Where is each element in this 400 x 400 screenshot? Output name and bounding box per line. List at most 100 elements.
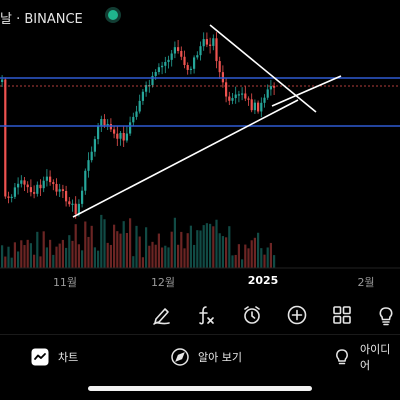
volume-bar [90, 225, 93, 268]
volume-bar [20, 240, 23, 268]
grid-icon[interactable] [329, 302, 355, 328]
volume-bar [215, 219, 218, 268]
volume-bar [186, 233, 189, 268]
nav-explore-tab[interactable]: 알아 보기 [170, 342, 242, 372]
candle-body [39, 184, 42, 189]
candle-body [263, 97, 266, 103]
volume-bar [116, 231, 119, 268]
volume-bar [84, 221, 87, 268]
candle-body [269, 86, 272, 90]
nav-ideas-tab[interactable]: 아이디어 [332, 342, 400, 372]
candle-body [29, 187, 32, 193]
compass-icon [170, 347, 190, 367]
fx-indicator-icon[interactable] [193, 302, 219, 328]
volume-bar [212, 226, 215, 268]
volume-bar [97, 250, 100, 268]
candle-body [4, 79, 7, 197]
lightbulb-icon [332, 347, 352, 367]
candle-body [23, 180, 26, 185]
candle-body [20, 180, 23, 184]
candle-body [157, 67, 160, 72]
candle-body [87, 160, 90, 171]
candle-body [106, 124, 109, 126]
volume-bar [68, 235, 71, 268]
candle-body [177, 47, 180, 51]
candle-body [273, 86, 276, 88]
idea-bulb-icon[interactable] [373, 302, 399, 328]
volume-bar [202, 225, 205, 268]
candle-body [250, 99, 253, 111]
volume-bar [189, 225, 192, 268]
candle-body [202, 39, 205, 47]
trendline-extension [271, 75, 342, 107]
candle-body [183, 56, 186, 66]
chart-tab-icon [30, 347, 50, 367]
volume-bar [177, 244, 180, 268]
volume-bar [161, 247, 164, 268]
volume-bar [45, 247, 48, 268]
volume-bar [26, 239, 29, 268]
volume-bar [135, 225, 138, 268]
candle-body [132, 116, 135, 123]
volume-bar [7, 246, 10, 268]
volume-bar [103, 219, 106, 268]
volume-bar [58, 243, 61, 268]
candle-body [52, 182, 55, 184]
candle-body [228, 96, 231, 101]
xaxis-label-2025: 2025 [247, 274, 279, 287]
alarm-icon[interactable] [239, 302, 265, 328]
xaxis-label-nov: 11월 [52, 276, 78, 289]
volume-bar [93, 247, 96, 268]
candle-body [189, 68, 192, 71]
volume-bar [247, 248, 250, 268]
price-chart[interactable] [0, 0, 400, 290]
candle-body [193, 57, 196, 69]
volume-bar [87, 236, 90, 268]
volume-bar [122, 221, 125, 268]
candle-body [196, 55, 199, 58]
volume-bar [260, 248, 263, 268]
candle-body [231, 98, 234, 101]
volume-bar [119, 233, 122, 268]
candle-body [71, 203, 74, 205]
candle-body [205, 39, 208, 45]
candle-body [65, 190, 68, 202]
volume-bar [218, 233, 221, 268]
volume-bar [167, 247, 170, 268]
candle-body [218, 61, 221, 73]
nav-chart-tab[interactable]: 차트 [30, 342, 78, 372]
candle-body [7, 196, 10, 198]
candle-body [33, 192, 36, 194]
nav-chart-label: 차트 [58, 351, 79, 364]
volume-bar [29, 243, 32, 268]
volume-bar [132, 256, 135, 268]
symbol-exchange-title[interactable]: 날 · BINANCE [0, 12, 83, 27]
volume-bar [148, 245, 151, 268]
candle-body [141, 91, 144, 101]
volume-bar [138, 236, 141, 268]
candle-body [167, 59, 170, 63]
xaxis-label-dec: 12월 [150, 276, 176, 289]
candle-body [119, 132, 122, 139]
volume-bar [100, 214, 103, 268]
volume-bar [61, 239, 64, 268]
candle-body [122, 132, 125, 141]
candle-body [74, 203, 77, 215]
bottom-navigation: 차트 알아 보기 아이디어 [0, 342, 400, 372]
home-indicator [88, 386, 312, 391]
pen-icon[interactable] [149, 302, 175, 328]
candle-body [103, 119, 106, 126]
volume-bar [193, 244, 196, 268]
candle-body [247, 98, 250, 100]
add-icon[interactable] [284, 302, 310, 328]
volume-bar [113, 224, 116, 268]
volume-bar [228, 226, 231, 268]
volume-bar [13, 242, 16, 268]
candle-body [186, 65, 189, 70]
volume-bar [106, 242, 109, 268]
candle-body [173, 47, 176, 54]
volume-bar [170, 231, 173, 268]
volume-bar [33, 254, 36, 268]
candle-body [234, 94, 237, 99]
candle-body [45, 176, 48, 181]
